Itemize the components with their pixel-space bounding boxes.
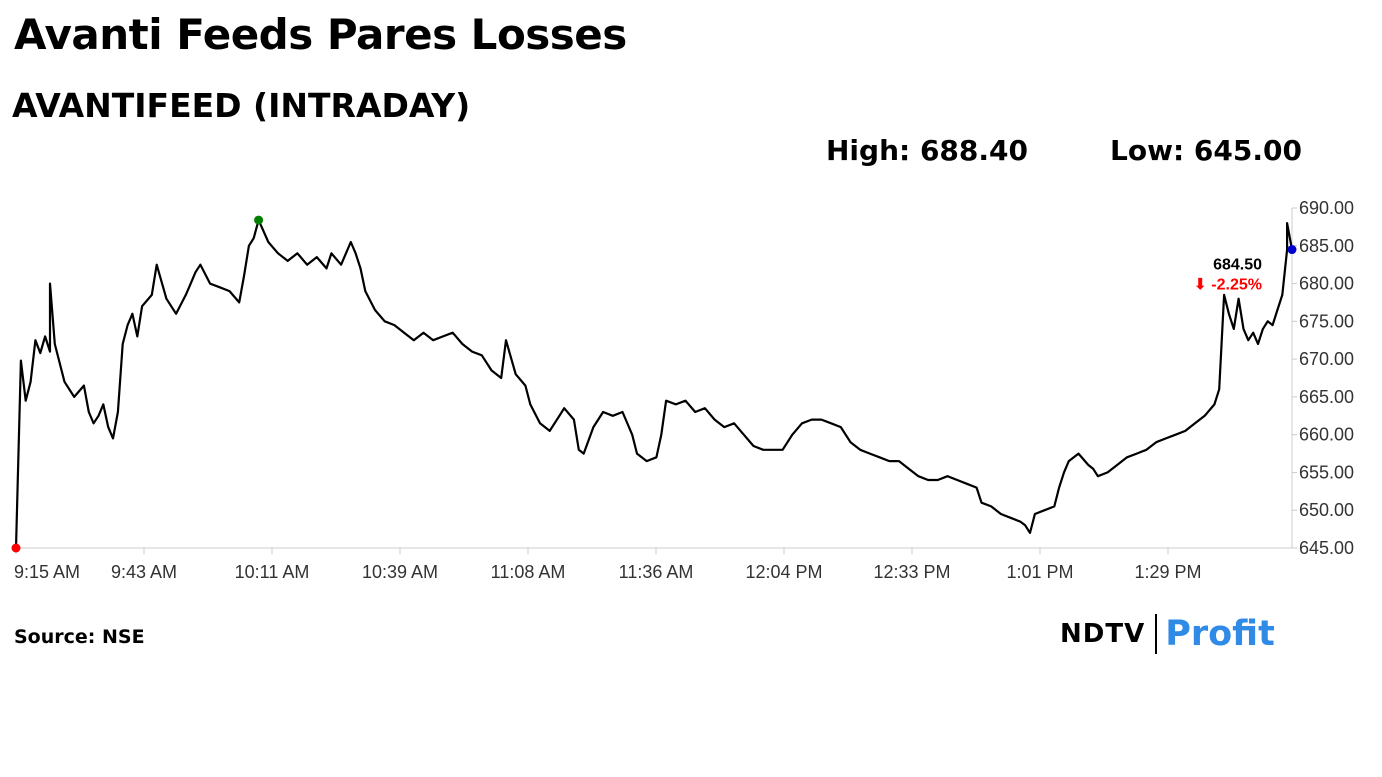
x-tick-label: 9:15 AM: [14, 562, 80, 582]
x-tick-label: 10:11 AM: [235, 562, 310, 582]
intraday-chart: 9:15 AM 9:43 AM 10:11 AM 10:39 AM 11:08 AM 11…: [0, 180, 1382, 600]
chart-subtitle: AVANTIFEED (INTRADAY): [12, 86, 471, 125]
x-axis-ticks: 9:15 AM 9:43 AM 10:11 AM 10:39 AM 11:08 AM 11…: [14, 548, 1202, 582]
x-tick-label: 9:43 AM: [111, 562, 177, 582]
price-markers: [11, 215, 1297, 553]
line-chart-svg: 9:15 AM 9:43 AM 10:11 AM 10:39 AM 11:08 AM 11…: [11, 198, 1354, 582]
price-change-label: ⬇ -2.25%: [1194, 277, 1262, 294]
y-tick-label: 660.00: [1299, 425, 1354, 445]
x-tick-label: 12:04 PM: [745, 562, 822, 582]
y-axis-ticks: 690.00 685.00 680.00 675.00 670.00 665.00 660.…: [1292, 198, 1354, 558]
logo-divider: [1155, 614, 1158, 654]
source-note: Source: NSE: [14, 626, 145, 648]
logo-ndtv-text: NDTV: [1060, 619, 1146, 649]
y-tick-label: 690.00: [1299, 198, 1354, 218]
y-tick-label: 655.00: [1299, 462, 1354, 482]
day-low-label: Low: 645.00: [1110, 134, 1302, 167]
y-tick-label: 650.00: [1299, 500, 1354, 520]
x-tick-label: 11:36 AM: [619, 562, 694, 582]
x-tick-label: 12:33 PM: [873, 562, 950, 582]
logo-profit-text: Profit: [1165, 614, 1275, 654]
x-tick-label: 1:29 PM: [1134, 562, 1201, 582]
y-tick-label: 685.00: [1299, 236, 1354, 256]
y-tick-label: 675.00: [1299, 311, 1354, 331]
chart-title: Avanti Feeds Pares Losses: [14, 10, 627, 59]
down-arrow-icon: ⬇: [1194, 277, 1207, 294]
y-tick-label: 680.00: [1299, 274, 1354, 294]
change-percent: -2.25%: [1211, 277, 1262, 294]
high-marker: [254, 215, 264, 225]
last-marker: [1287, 245, 1297, 255]
x-tick-label: 1:01 PM: [1006, 562, 1073, 582]
x-tick-label: 11:08 AM: [491, 562, 566, 582]
y-tick-label: 665.00: [1299, 387, 1354, 407]
y-tick-label: 645.00: [1299, 538, 1354, 558]
last-price-label: 684.50: [1213, 257, 1262, 274]
day-high-label: High: 688.40: [826, 134, 1029, 167]
open-marker: [11, 543, 21, 553]
x-tick-label: 10:39 AM: [362, 562, 438, 582]
price-series-line: [14, 219, 1294, 549]
y-tick-label: 670.00: [1299, 349, 1354, 369]
ndtv-profit-logo: NDTV Profit: [1060, 612, 1275, 656]
